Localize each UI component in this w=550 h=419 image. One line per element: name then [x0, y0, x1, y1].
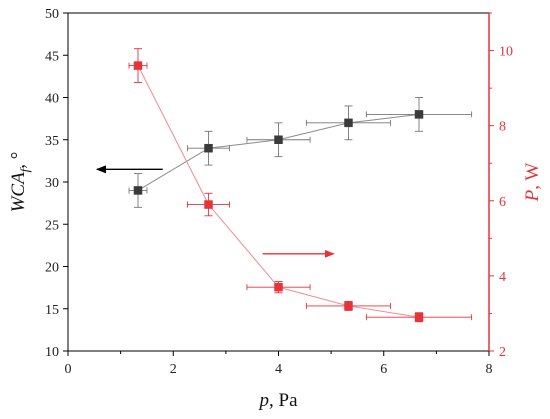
left-y-tick-label: 20 [45, 261, 59, 276]
data-point-marker [414, 312, 424, 322]
data-point-marker [274, 282, 283, 292]
x-axis-symbol: p [258, 390, 270, 411]
data-point-marker [204, 200, 213, 209]
data-point-marker [133, 186, 143, 195]
right-y-tick-label: 4 [499, 270, 506, 285]
left-y-tick-label: 15 [45, 303, 59, 318]
x-tick-label: 2 [170, 362, 177, 377]
data-point-marker [274, 135, 283, 144]
x-axis-unit: , Pa [269, 390, 298, 411]
x-tick-label: 8 [486, 362, 493, 377]
power-series [128, 48, 473, 323]
axis-ticks [63, 12, 494, 356]
x-tick-label: 6 [380, 362, 387, 377]
data-point-marker [133, 61, 143, 70]
left-y-axis-label: WCAf, ° [8, 152, 32, 213]
left-y-axis-symbol: WCA [8, 172, 29, 213]
right-y-tick-label: 2 [499, 345, 506, 360]
right-y-axis-unit: , W [522, 163, 543, 190]
x-tick-label: 4 [275, 362, 282, 377]
right-y-tick-label: 6 [499, 195, 506, 210]
left-y-tick-label: 30 [45, 176, 59, 191]
left-y-axis-subscript: f [17, 166, 32, 172]
left-y-tick-label: 50 [45, 7, 59, 22]
left-y-tick-label: 10 [45, 345, 59, 360]
x-axis-label: p, Pa [258, 390, 299, 411]
data-point-marker [344, 301, 353, 311]
wca-series [128, 97, 473, 208]
right-y-axis-symbol: P [522, 189, 543, 202]
right-y-tick-label: 10 [499, 45, 513, 60]
left-y-tick-label: 25 [45, 218, 59, 233]
data-point-marker [344, 118, 353, 128]
plot-frame [67, 12, 490, 352]
left-y-axis-unit: , ° [8, 152, 29, 169]
tick-labels: 0 2 4 6 8 10 15 20 25 30 35 40 45 50 2 4 6 8 10 [45, 7, 513, 377]
data-point-marker [204, 143, 213, 153]
right-y-tick-label: 8 [499, 120, 506, 135]
annotations [95, 165, 335, 258]
series-connecting-line [137, 65, 420, 318]
left-y-tick-label: 40 [45, 92, 59, 107]
plot-area [128, 48, 473, 323]
right-y-axis-label: P, W [522, 163, 543, 203]
left-y-tick-label: 35 [45, 134, 59, 149]
data-point-marker [414, 110, 424, 119]
left-y-tick-label: 45 [45, 49, 59, 64]
x-tick-label: 0 [65, 362, 72, 377]
